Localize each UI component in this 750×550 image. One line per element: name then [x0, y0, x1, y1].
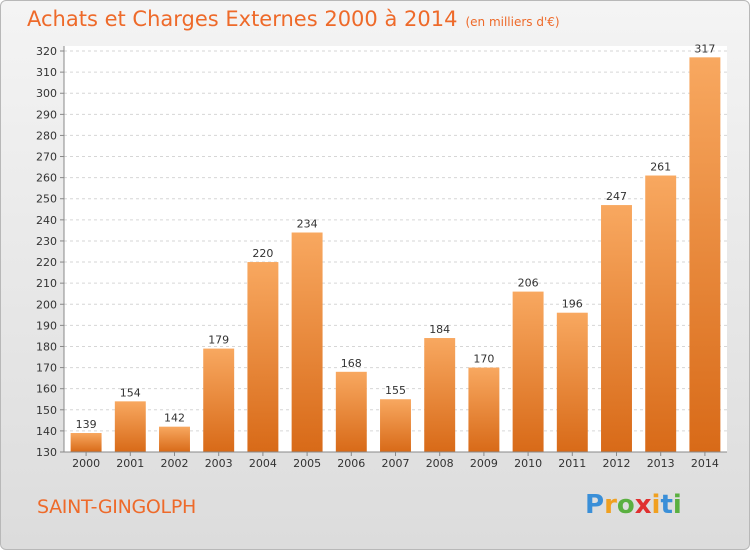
bar-2007 — [380, 399, 411, 452]
x-tick-label-2000: 2000 — [72, 457, 100, 470]
bar-2006 — [335, 371, 367, 452]
x-tick-label-2011: 2011 — [558, 457, 586, 470]
x-tick-label-2010: 2010 — [514, 457, 542, 470]
y-tick-label: 260 — [36, 172, 57, 185]
x-tick-label-2004: 2004 — [249, 457, 277, 470]
bar-2009 — [468, 367, 500, 452]
x-tick-label-2006: 2006 — [337, 457, 365, 470]
bar-2000 — [70, 433, 102, 452]
data-label-2012: 247 — [606, 190, 627, 203]
y-tick-label: 300 — [36, 87, 57, 100]
data-label-2013: 261 — [650, 161, 671, 174]
data-label-2007: 155 — [385, 384, 406, 397]
data-label-2008: 184 — [429, 323, 450, 336]
y-tick-label: 130 — [36, 446, 57, 459]
proxiti-logo: Proxiti — [585, 490, 682, 520]
bar-2005 — [291, 232, 323, 452]
x-tick-label-2008: 2008 — [426, 457, 454, 470]
x-tick-label-2002: 2002 — [161, 457, 189, 470]
y-tick-label: 160 — [36, 383, 57, 396]
bar-2012 — [601, 205, 632, 452]
x-tick-label-2012: 2012 — [603, 457, 631, 470]
y-tick-label: 290 — [36, 108, 57, 121]
bar-2010 — [512, 291, 544, 452]
bar-2014 — [689, 57, 721, 453]
x-tick-label-2014: 2014 — [691, 457, 719, 470]
y-tick-label: 320 — [36, 45, 57, 58]
y-tick-label: 240 — [36, 214, 57, 227]
x-tick-label-2013: 2013 — [647, 457, 675, 470]
x-tick-label-2007: 2007 — [382, 457, 410, 470]
data-label-2014: 317 — [694, 42, 715, 55]
data-label-2002: 142 — [164, 412, 185, 425]
x-tick-label-2003: 2003 — [205, 457, 233, 470]
x-tick-label-2005: 2005 — [293, 457, 321, 470]
chart-unit: (en milliers d'€) — [465, 15, 560, 29]
y-tick-label: 250 — [36, 193, 57, 206]
bar-2008 — [424, 338, 456, 452]
town-name: SAINT-GINGOLPH — [37, 496, 196, 518]
y-tick-label: 140 — [36, 425, 57, 438]
x-tick-label-2009: 2009 — [470, 457, 498, 470]
x-tick-label-2001: 2001 — [116, 457, 144, 470]
y-tick-label: 150 — [36, 404, 57, 417]
bar-2002 — [159, 426, 190, 452]
data-label-2006: 168 — [341, 357, 362, 370]
data-label-2003: 179 — [208, 334, 229, 347]
data-label-2004: 220 — [252, 247, 273, 260]
bar-2013 — [645, 175, 677, 452]
y-tick-label: 230 — [36, 235, 57, 248]
data-label-2001: 154 — [120, 386, 141, 399]
y-tick-label: 310 — [36, 66, 57, 79]
y-tick-label: 180 — [36, 340, 57, 353]
data-label-2005: 234 — [297, 218, 318, 231]
y-tick-label: 170 — [36, 362, 57, 375]
y-tick-label: 280 — [36, 129, 57, 142]
data-label-2009: 170 — [473, 353, 494, 366]
chart-title: Achats et Charges Externes 2000 à 2014 (e… — [27, 7, 560, 31]
y-tick-label: 270 — [36, 151, 57, 164]
bar-2011 — [556, 312, 588, 452]
bar-2001 — [114, 401, 146, 452]
data-label-2000: 139 — [76, 418, 97, 431]
y-tick-label: 200 — [36, 298, 57, 311]
data-label-2011: 196 — [562, 298, 583, 311]
chart-title-text: Achats et Charges Externes 2000 à 2014 — [27, 7, 458, 31]
bar-2004 — [247, 262, 279, 452]
y-tick-label: 220 — [36, 256, 57, 269]
data-label-2010: 206 — [518, 277, 539, 290]
y-tick-label: 210 — [36, 277, 57, 290]
bar-2003 — [203, 348, 235, 452]
y-tick-label: 190 — [36, 319, 57, 332]
